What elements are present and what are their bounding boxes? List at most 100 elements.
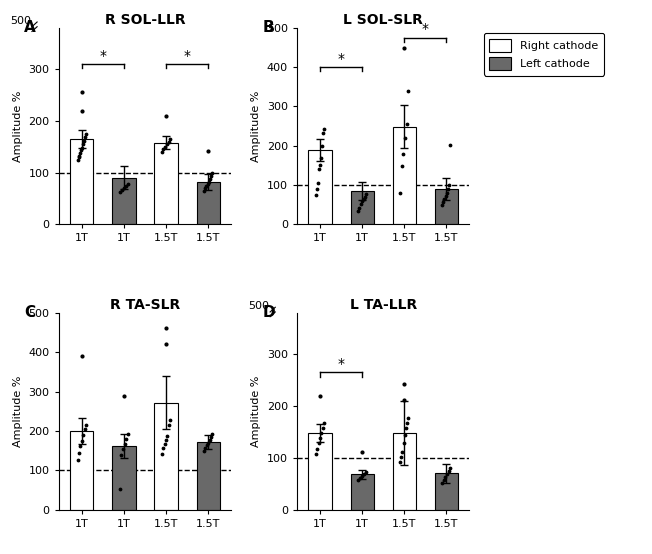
Point bbox=[73, 153, 83, 162]
Point bbox=[355, 199, 366, 208]
Point bbox=[359, 470, 370, 479]
Point bbox=[443, 184, 453, 193]
Bar bbox=[155, 142, 177, 224]
Point bbox=[121, 182, 131, 191]
Point bbox=[398, 439, 409, 448]
Text: *: * bbox=[99, 49, 106, 63]
Text: *: * bbox=[422, 22, 429, 36]
Point bbox=[441, 192, 451, 201]
Point bbox=[441, 188, 452, 197]
Point bbox=[319, 418, 329, 427]
Point bbox=[121, 434, 132, 443]
Point bbox=[399, 380, 409, 389]
Point bbox=[394, 458, 405, 466]
Title: R TA-SLR: R TA-SLR bbox=[110, 298, 180, 312]
Bar bbox=[112, 446, 136, 510]
Point bbox=[119, 439, 130, 448]
Point bbox=[399, 44, 409, 53]
Point bbox=[165, 416, 175, 424]
Point bbox=[438, 197, 449, 206]
Point bbox=[357, 471, 367, 480]
Text: *: * bbox=[184, 49, 190, 63]
Point bbox=[123, 179, 134, 188]
Point bbox=[72, 155, 83, 164]
Point bbox=[397, 447, 408, 456]
Point bbox=[81, 420, 91, 429]
Point bbox=[158, 443, 168, 452]
Point bbox=[78, 140, 89, 148]
Bar bbox=[351, 474, 374, 510]
Point bbox=[78, 430, 89, 439]
Point bbox=[310, 449, 321, 458]
Title: R SOL-LLR: R SOL-LLR bbox=[105, 13, 185, 27]
Point bbox=[315, 391, 325, 400]
Text: 500: 500 bbox=[248, 301, 269, 311]
Point bbox=[439, 475, 449, 484]
Point bbox=[118, 444, 128, 453]
Point bbox=[399, 396, 409, 404]
Point bbox=[437, 478, 447, 487]
Point bbox=[200, 184, 211, 193]
Point bbox=[313, 179, 323, 188]
Point bbox=[401, 423, 411, 432]
Bar bbox=[70, 431, 93, 510]
Point bbox=[203, 177, 214, 186]
Point bbox=[312, 444, 322, 453]
Point bbox=[353, 475, 363, 484]
Point bbox=[360, 192, 370, 201]
Point bbox=[119, 391, 129, 400]
Point bbox=[204, 435, 215, 444]
Bar bbox=[308, 150, 332, 224]
Point bbox=[316, 153, 326, 162]
Text: A: A bbox=[24, 20, 36, 35]
Point bbox=[442, 470, 452, 479]
Point bbox=[164, 420, 174, 429]
Point bbox=[80, 133, 91, 142]
Point bbox=[444, 181, 454, 189]
Point bbox=[156, 449, 167, 458]
Point bbox=[315, 434, 325, 443]
Point bbox=[123, 430, 134, 439]
Point bbox=[161, 435, 171, 444]
Point bbox=[158, 145, 169, 154]
Point bbox=[205, 175, 215, 183]
Text: B: B bbox=[262, 20, 274, 35]
Point bbox=[119, 184, 129, 193]
Point bbox=[318, 129, 329, 137]
Point bbox=[359, 194, 369, 203]
Legend: Right cathode, Left cathode: Right cathode, Left cathode bbox=[484, 33, 604, 75]
Point bbox=[164, 137, 174, 146]
Bar bbox=[196, 442, 220, 510]
Point bbox=[396, 162, 407, 171]
Point bbox=[161, 339, 171, 348]
Point bbox=[162, 431, 173, 440]
Point bbox=[160, 142, 170, 151]
Point bbox=[402, 418, 413, 427]
Point bbox=[207, 430, 218, 439]
Point bbox=[76, 146, 87, 155]
Point bbox=[314, 165, 324, 174]
Point bbox=[316, 429, 327, 438]
Bar bbox=[435, 189, 458, 224]
Point bbox=[318, 423, 328, 432]
Bar bbox=[196, 182, 220, 224]
Point bbox=[396, 453, 406, 461]
Text: *: * bbox=[338, 357, 344, 371]
Bar bbox=[155, 403, 177, 510]
Point bbox=[440, 472, 451, 481]
Point bbox=[400, 430, 410, 439]
Point bbox=[202, 179, 213, 188]
Point bbox=[203, 146, 213, 155]
Point bbox=[319, 125, 329, 134]
Point bbox=[353, 206, 363, 215]
Point bbox=[74, 448, 84, 457]
Point bbox=[398, 150, 409, 159]
Point bbox=[77, 106, 87, 115]
Point bbox=[162, 140, 172, 148]
Point bbox=[445, 464, 456, 473]
Point bbox=[201, 441, 212, 450]
Text: C: C bbox=[24, 305, 35, 320]
Point bbox=[161, 111, 171, 120]
Point bbox=[74, 151, 85, 160]
Point bbox=[437, 201, 447, 209]
